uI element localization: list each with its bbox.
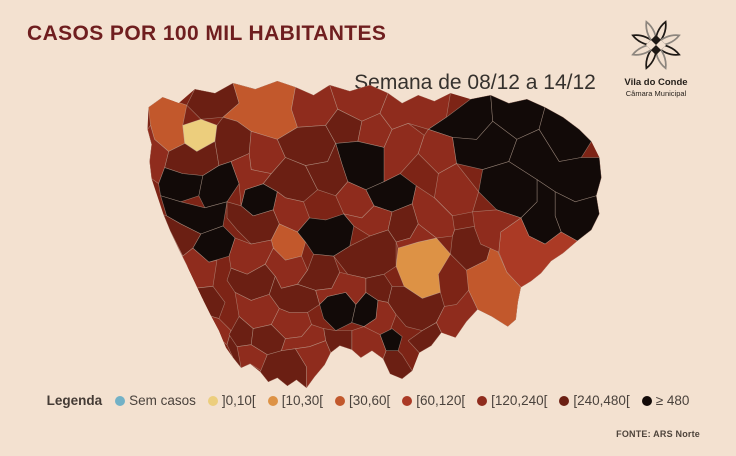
legend-item: [10,30[ (267, 393, 323, 408)
legend-label: [10,30[ (281, 393, 323, 408)
choropleth-map (147, 81, 602, 388)
municipality-region (478, 161, 538, 219)
legend-label: [30,60[ (348, 393, 391, 408)
legend-swatch-icon (207, 395, 218, 406)
municipality-region (297, 213, 355, 257)
legend-item: ]0,10[ (207, 393, 256, 408)
legend-item: [30,60[ (334, 393, 391, 408)
legend-swatch-icon (402, 395, 413, 406)
municipality-region (147, 125, 169, 184)
municipality-region (351, 326, 387, 360)
flower-rosette-icon (631, 20, 681, 70)
municipality-region (170, 231, 218, 289)
legend-swatch-icon (559, 395, 570, 406)
legend-item: [60,120[ (402, 393, 465, 408)
source-note: FONTE: ARS Norte (616, 429, 700, 439)
municipality-region (407, 322, 442, 354)
legend-label: Sem casos (129, 393, 196, 408)
legend-item: Sem casos (115, 393, 196, 408)
legend-title: Legenda (46, 393, 103, 408)
legend-swatch-icon (477, 395, 488, 406)
legend-label: ]0,10[ (221, 393, 256, 408)
page-title: CASOS POR 100 MIL HABITANTES (27, 22, 387, 45)
week-subtitle: Semana de 08/12 a 14/12 (354, 71, 596, 94)
legend-item: [240,480[ (559, 393, 630, 408)
municipality-region (395, 223, 437, 249)
logo-center-diamond (645, 34, 667, 56)
legend-item: [120,240[ (477, 393, 547, 408)
municipality-region (383, 122, 425, 182)
legend-swatch-icon (115, 395, 126, 406)
legend-swatch-icon (267, 395, 278, 406)
legend-items: Sem casos ]0,10[ [10,30[ [30,60[ [60,120[ [12… (115, 393, 689, 408)
legend-label: [60,120[ (416, 393, 466, 408)
municipality-region (198, 161, 240, 209)
logo-subname: Câmara Municipal (625, 89, 687, 98)
municipality-region (382, 350, 413, 380)
legend-label: [120,240[ (491, 393, 548, 408)
legend-swatch-icon (641, 395, 652, 406)
logo-name: Vila do Conde (624, 77, 688, 88)
municipality-region (295, 340, 331, 388)
legend-item: ≥ 480 (641, 393, 690, 408)
municipality-region (305, 143, 349, 197)
municipality-region (472, 209, 522, 253)
legend-label: ≥ 480 (655, 393, 690, 408)
legend-label: [240,480[ (573, 393, 630, 408)
legend: Legenda Sem casos ]0,10[ [10,30[ [30,60[ [60… (0, 393, 736, 408)
municipality-logo: Vila do Conde Câmara Municipal (590, 16, 722, 98)
legend-swatch-icon (334, 395, 345, 406)
municipality-region (158, 167, 204, 203)
